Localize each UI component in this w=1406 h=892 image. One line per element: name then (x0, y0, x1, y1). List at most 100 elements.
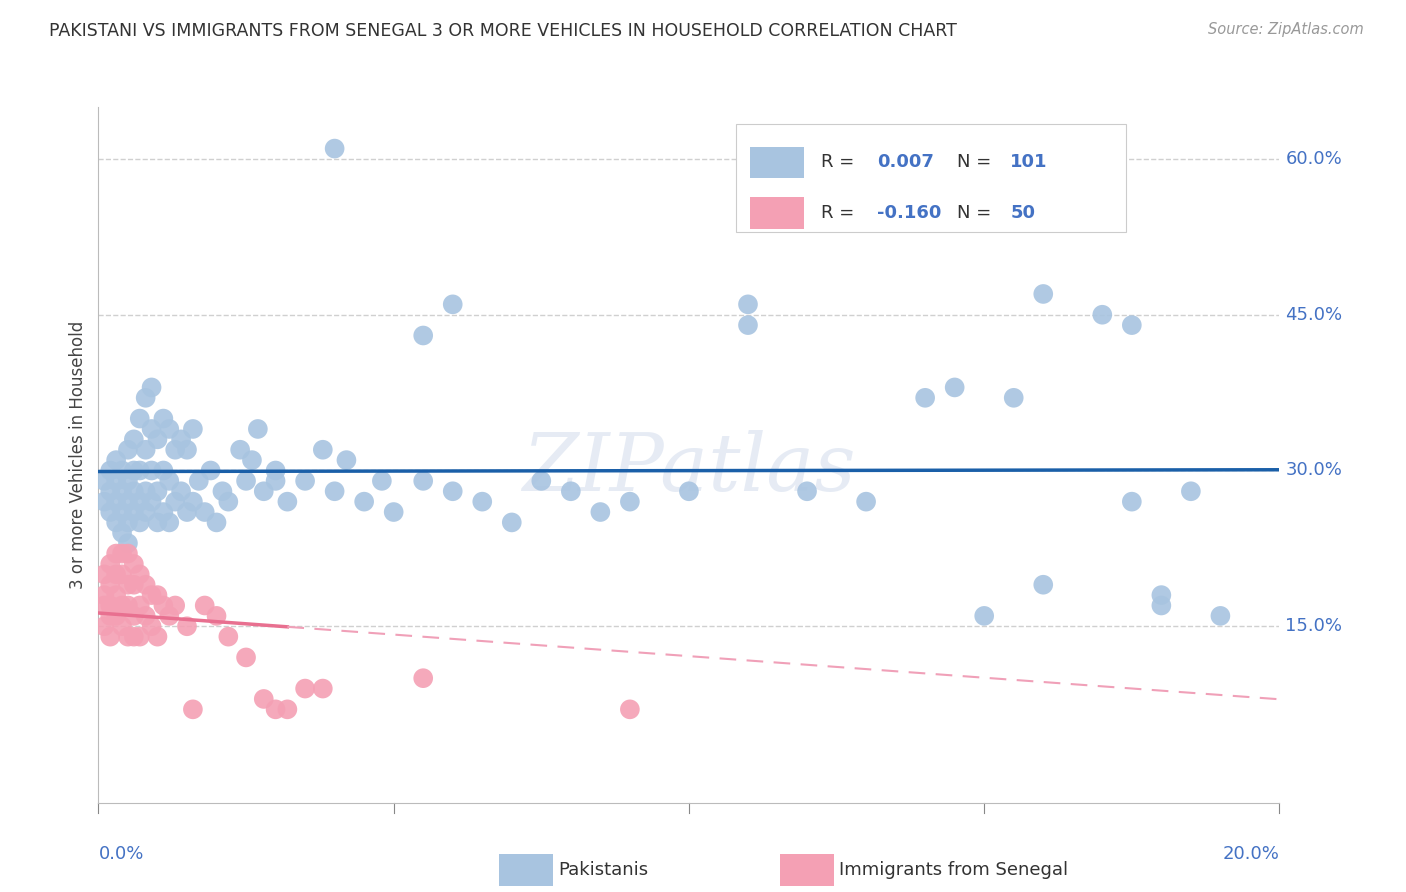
Point (181, 702, 204, 716)
Point (93, 588, 115, 602)
Text: Immigrants from Senegal: Immigrants from Senegal (839, 861, 1069, 879)
Point (105, 608, 128, 623)
Point (246, 422, 269, 436)
Point (176, 505, 198, 519)
Point (1002, 391, 1025, 405)
Text: 0.0%: 0.0% (98, 845, 143, 863)
Point (93, 474, 115, 488)
Point (737, 318, 759, 332)
Point (141, 380, 163, 394)
Point (93, 619, 115, 633)
Point (589, 505, 612, 519)
Point (117, 474, 139, 488)
FancyBboxPatch shape (751, 197, 803, 228)
Point (111, 599, 134, 613)
Point (312, 442, 335, 457)
Point (371, 474, 394, 488)
Point (165, 599, 187, 613)
Text: 60.0%: 60.0% (1285, 150, 1343, 168)
Point (323, 142, 346, 156)
Point (117, 547, 139, 561)
Point (128, 630, 150, 644)
Text: 0.007: 0.007 (877, 153, 934, 171)
Point (117, 578, 139, 592)
Point (157, 608, 180, 623)
Point (128, 494, 150, 508)
Point (117, 536, 139, 550)
Point (530, 474, 553, 488)
Point (737, 297, 759, 311)
Point (382, 505, 405, 519)
Text: PAKISTANI VS IMMIGRANTS FROM SENEGAL 3 OR MORE VEHICLES IN HOUSEHOLD CORRELATION: PAKISTANI VS IMMIGRANTS FROM SENEGAL 3 O… (49, 22, 957, 40)
Point (122, 578, 145, 592)
Point (135, 608, 157, 623)
Point (176, 442, 198, 457)
Point (560, 484, 582, 499)
Point (471, 494, 494, 508)
Point (146, 484, 169, 499)
Point (678, 484, 700, 499)
Point (194, 505, 217, 519)
Point (128, 599, 150, 613)
Point (1121, 494, 1143, 508)
Point (211, 484, 233, 499)
Point (135, 391, 157, 405)
Point (146, 433, 169, 447)
Point (152, 411, 174, 425)
Point (235, 650, 257, 665)
Point (412, 328, 434, 343)
Point (111, 567, 134, 582)
Point (105, 567, 128, 582)
Point (152, 599, 174, 613)
Point (141, 588, 163, 602)
Point (441, 297, 464, 311)
Point (253, 692, 276, 706)
Point (181, 494, 204, 508)
Text: 45.0%: 45.0% (1285, 306, 1343, 324)
Point (141, 494, 163, 508)
Point (128, 463, 150, 477)
Point (152, 463, 174, 477)
Point (105, 516, 128, 530)
Point (619, 494, 641, 508)
Point (157, 422, 180, 436)
Point (128, 516, 150, 530)
Point (111, 484, 134, 499)
Point (335, 453, 357, 467)
Point (135, 505, 157, 519)
Text: -0.160: -0.160 (877, 204, 941, 222)
Point (1032, 287, 1054, 301)
Point (165, 494, 187, 508)
Point (98, 599, 121, 613)
Point (141, 422, 163, 436)
Point (217, 630, 239, 644)
Point (111, 525, 134, 540)
Point (146, 588, 169, 602)
Point (157, 516, 180, 530)
Point (122, 630, 145, 644)
Point (105, 547, 128, 561)
Point (122, 484, 145, 499)
Point (111, 619, 134, 633)
Point (117, 442, 139, 457)
Point (1121, 318, 1143, 332)
Point (264, 463, 287, 477)
Point (141, 463, 163, 477)
Point (135, 578, 157, 592)
Y-axis label: 3 or more Vehicles in Household: 3 or more Vehicles in Household (69, 321, 87, 589)
Point (98, 484, 121, 499)
Point (619, 702, 641, 716)
Point (181, 422, 204, 436)
Point (111, 463, 134, 477)
Point (205, 516, 228, 530)
Point (157, 474, 180, 488)
Point (117, 516, 139, 530)
Point (441, 484, 464, 499)
Point (1150, 588, 1173, 602)
Point (93, 567, 115, 582)
Point (122, 557, 145, 571)
Point (170, 484, 193, 499)
Text: N =: N = (957, 153, 997, 171)
Text: 101: 101 (1010, 153, 1047, 171)
Point (264, 702, 287, 716)
